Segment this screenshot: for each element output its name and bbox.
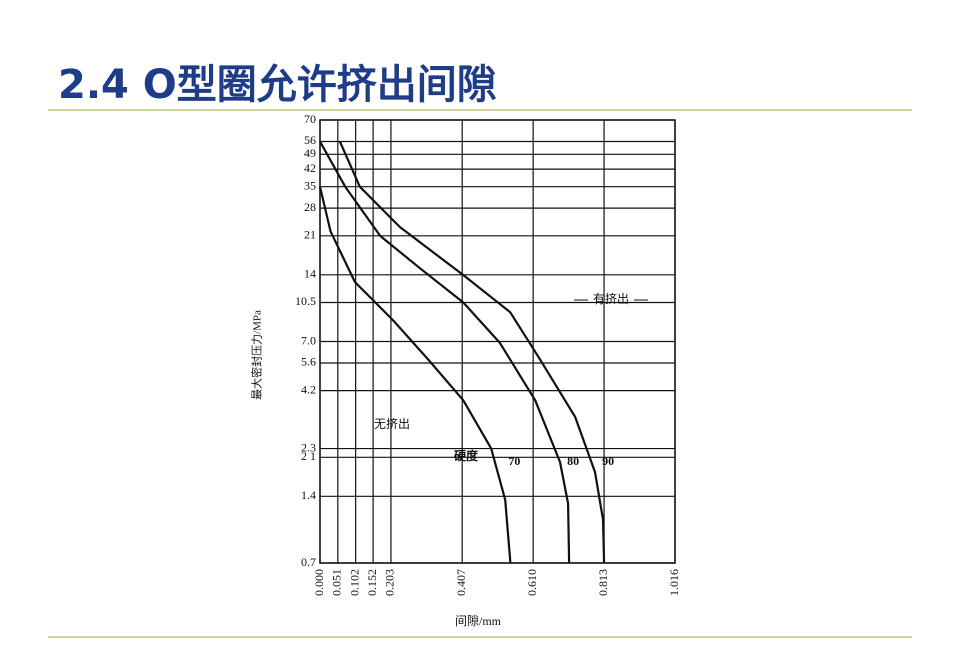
y-tick-label: 14	[304, 267, 316, 281]
x-tick-label: 0.152	[365, 569, 379, 596]
y-axis-label: 最大密封压力/MPa	[250, 310, 264, 400]
y-tick-label: 0.7	[301, 555, 316, 569]
y-tick-label: 7.0	[301, 333, 316, 347]
y-tick-label: 10.5	[295, 294, 316, 308]
y-tick-label: 21	[304, 228, 316, 242]
series-label: 70	[508, 454, 520, 468]
slide-title: 2.4 O型圈允许挤出间隙	[58, 62, 497, 108]
annotation: 无挤出	[374, 416, 410, 431]
x-tick-label: 0.051	[330, 569, 344, 596]
x-tick-label: 0.102	[347, 569, 361, 596]
y-tick-label: 2.3	[301, 440, 316, 454]
y-tick-label: 42	[304, 161, 316, 175]
y-tick-label: 70	[304, 112, 316, 126]
y-tick-label: 2 1	[301, 449, 316, 463]
series-label: 80	[567, 454, 579, 468]
x-tick-label: 1.016	[667, 569, 681, 596]
x-tick-label: 0.000	[312, 569, 326, 596]
x-tick-label: 0.813	[596, 569, 610, 596]
curve	[318, 186, 512, 564]
y-tick-label: 1.4	[301, 488, 316, 502]
y-tick-label: 5.6	[301, 355, 316, 369]
x-axis-label: 间隙/mm	[455, 614, 502, 628]
legend-title: 硬度	[454, 448, 479, 463]
y-tick-label: 35	[304, 178, 316, 192]
series-label: 90	[602, 454, 614, 468]
x-tick-label: 0.407	[454, 569, 468, 596]
y-tick-label: 28	[304, 200, 316, 214]
y-tick-label: 56	[304, 133, 316, 147]
curve	[319, 140, 571, 564]
y-tick-label: 49	[304, 146, 316, 160]
y-tick-label: 4.2	[301, 382, 316, 396]
curve	[338, 141, 606, 564]
annotation: 有挤出	[593, 291, 629, 306]
x-tick-label: 0.610	[525, 569, 539, 596]
x-tick-label: 0.203	[383, 569, 397, 596]
